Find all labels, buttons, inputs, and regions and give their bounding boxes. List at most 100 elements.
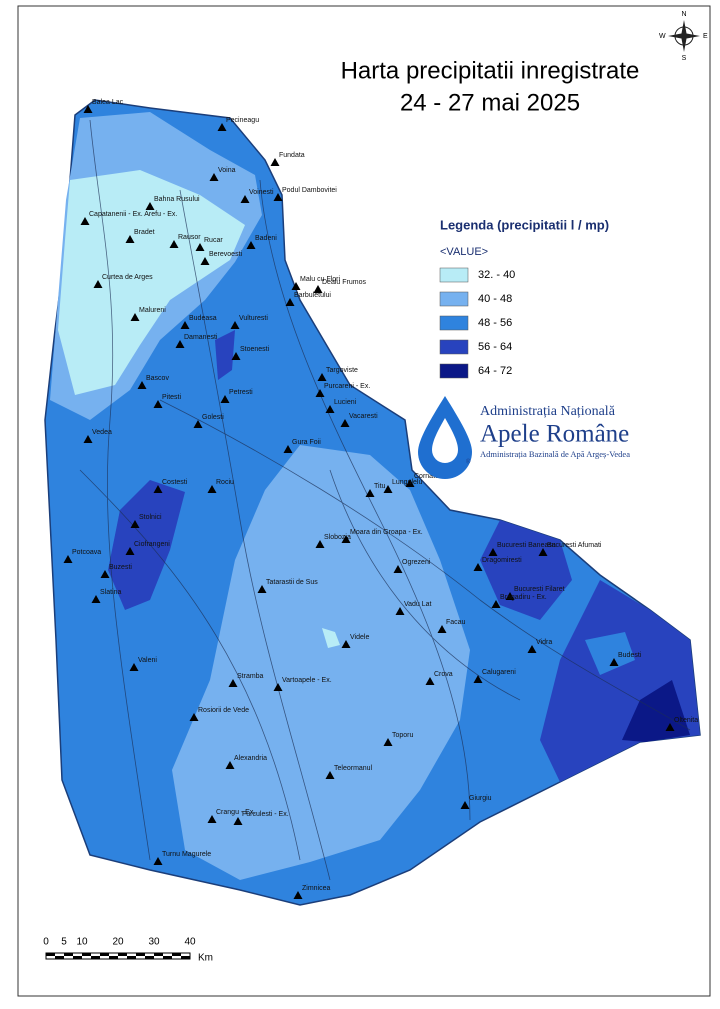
scale-label: 30 (148, 937, 160, 948)
compass: N E S W (659, 11, 708, 62)
scale-label: 10 (76, 937, 88, 948)
station-label: Stoenesti (240, 346, 270, 353)
station-label: Facau (446, 619, 466, 626)
station-label: Dragomiresti (482, 557, 522, 564)
station-marker (220, 395, 230, 403)
station-marker (665, 723, 675, 731)
legend-label: 64 - 72 (478, 365, 512, 377)
station-label: Vadu Lat (404, 601, 432, 608)
scale-label: 20 (112, 937, 124, 948)
station-label: Slatina (100, 589, 122, 596)
compass-w: W (659, 33, 666, 40)
station-marker (145, 202, 155, 210)
station-marker (209, 173, 219, 181)
zone-48-56-se-island (585, 632, 635, 675)
station-marker (527, 645, 537, 653)
station-label: Titu (374, 483, 386, 490)
station-label: Crova (434, 671, 453, 678)
station-marker (383, 485, 393, 493)
station-label: Targoviste (326, 367, 358, 374)
station-label: Bucuresti Afumati (547, 542, 602, 549)
station-label: Vedea (92, 429, 112, 436)
station-label: Voinesti (249, 189, 274, 196)
scale-segment (163, 956, 172, 959)
scale-segment (172, 953, 181, 956)
station-label: Capatanenii - Ex. Arefu - Ex. (89, 211, 177, 218)
station-marker (341, 640, 351, 648)
station-label: Malu cu Flori (300, 276, 341, 283)
station-marker (93, 280, 103, 288)
station-marker (437, 625, 447, 633)
station-marker (315, 540, 325, 548)
station-marker (283, 445, 293, 453)
station-marker (130, 313, 140, 321)
station-label: Voina (218, 167, 236, 174)
scale-segment (136, 953, 145, 956)
station-label: Berevoesti (209, 251, 243, 258)
station-label: Purcareni - Ex. (324, 383, 370, 390)
station-label: Bucuresti Baneasa (497, 542, 556, 549)
station-marker (225, 761, 235, 769)
station-label: Damanesti (184, 334, 218, 341)
station-label: Cornatu (414, 473, 439, 480)
station-marker (91, 595, 101, 603)
station-marker (257, 585, 267, 593)
station-label: Alexandria (234, 755, 267, 762)
station-marker (100, 570, 110, 578)
station-marker (217, 123, 227, 131)
legend-swatch (439, 315, 469, 331)
station-marker (365, 489, 375, 497)
station-label: Lucieni (334, 399, 357, 406)
station-marker (505, 592, 515, 600)
logo-line3: Administrația Bazinală de Apă Argeș-Vede… (480, 449, 630, 459)
station-marker (80, 217, 90, 225)
zone-56-64-west (108, 480, 185, 610)
station-label: Vulturesti (239, 315, 268, 322)
station-marker (325, 771, 335, 779)
station-marker (405, 479, 415, 487)
station-marker (189, 713, 199, 721)
logo-line2: Apele Române (480, 421, 629, 448)
station-label: Malureni (139, 307, 166, 314)
station-marker (228, 679, 238, 687)
legend-swatch (439, 363, 469, 379)
scale-segment (82, 953, 91, 956)
station-label: Teleormanul (334, 765, 373, 772)
zone-56-64-north (215, 330, 235, 380)
scale-segment (55, 956, 64, 959)
station-label: Barbuletului (294, 292, 331, 299)
station-marker (491, 600, 501, 608)
station-label: Lungulelu (392, 479, 422, 486)
station-label: Vartoapele - Ex. (282, 677, 332, 684)
station-marker (230, 321, 240, 329)
station-marker (169, 240, 179, 248)
station-marker (488, 548, 498, 556)
station-label: Slobozia (324, 534, 351, 541)
station-marker (325, 405, 335, 413)
station-marker (137, 381, 147, 389)
station-marker (395, 607, 405, 615)
station-marker (180, 321, 190, 329)
station-marker (125, 235, 135, 243)
station-label: Curtea de Arges (102, 274, 153, 281)
station-marker (425, 677, 435, 685)
scale-segment (91, 956, 100, 959)
scale-unit: Km (198, 953, 213, 964)
legend-swatch (439, 291, 469, 307)
station-label: Ciofrangeni (134, 541, 170, 548)
station-label: Balea Lac (92, 99, 124, 106)
compass-e: E (703, 33, 708, 40)
station-marker (125, 547, 135, 555)
station-label: Toporu (392, 732, 414, 739)
station-label: Stolnici (139, 514, 162, 521)
station-marker (291, 282, 301, 290)
station-label: Stramba (237, 673, 264, 680)
station-label: Potcoava (72, 549, 101, 556)
logo-mark: ® (466, 459, 471, 466)
logo-line1: Administrația Națională (480, 404, 616, 419)
title-line2: 24 - 27 mai 2025 (400, 89, 580, 116)
scale-segment (73, 956, 82, 959)
scale-label: 0 (43, 937, 49, 948)
station-label: Pitesti (162, 394, 182, 401)
